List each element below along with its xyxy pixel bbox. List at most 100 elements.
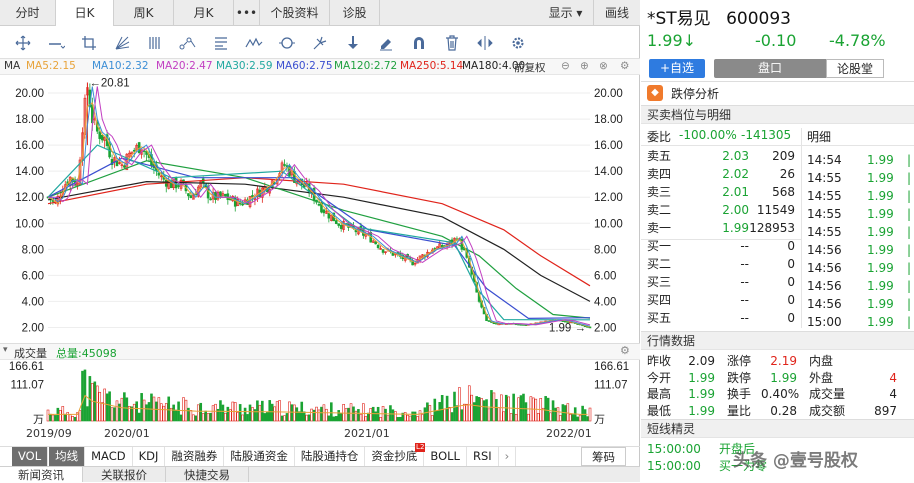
volume-bar — [482, 400, 486, 422]
tab-related-quotes[interactable]: 关联报价 — [83, 467, 166, 482]
bars-tool-icon[interactable] — [138, 29, 171, 57]
trash-icon[interactable] — [435, 29, 468, 57]
weibi-row: 委比 -100.00% -141305 明细 — [641, 126, 914, 328]
indicator-vol[interactable]: VOL — [12, 446, 49, 466]
tab-more[interactable]: ••• — [234, 0, 260, 26]
volume-bar — [68, 414, 72, 422]
high-annotation: ←20.81 — [89, 77, 129, 89]
volume-bar — [105, 393, 109, 422]
draw-line-button[interactable]: 画线 — [604, 6, 629, 20]
indicator-bottom-fishing[interactable]: 资金抄底 L2 — [365, 442, 426, 466]
indicator-ma[interactable]: 均线 — [49, 446, 86, 466]
candle-body — [103, 137, 106, 141]
pattern-tool-icon[interactable] — [171, 29, 204, 57]
crop-tool-icon[interactable] — [72, 29, 105, 57]
candle-body — [339, 224, 343, 229]
cycle-tool-icon[interactable] — [270, 29, 303, 57]
candle-body — [280, 162, 284, 173]
tab-diagnose[interactable]: 诊股 — [330, 0, 380, 26]
volume-bar — [211, 405, 215, 422]
volume-bar — [522, 393, 525, 422]
volume-bar — [81, 370, 84, 422]
indicator-rsi[interactable]: RSI — [467, 446, 499, 466]
indicator-hk-hold[interactable]: 陆股通持仓 — [295, 446, 366, 466]
fan-tool-icon[interactable] — [105, 29, 138, 57]
volume-bar — [502, 411, 506, 422]
limit-analysis-icon: ◆ — [647, 85, 663, 101]
orderbook-label: 卖四 — [647, 167, 672, 181]
detail-volume-bar: | — [907, 261, 912, 275]
detail-row: 14:55 1.99 | — [641, 205, 914, 223]
volume-bar — [364, 416, 368, 422]
volume-bar — [490, 390, 493, 422]
volume-bar — [128, 406, 131, 422]
settings-icon[interactable] — [501, 29, 534, 57]
volume-bar — [150, 393, 153, 422]
ask-row: 卖三 2.01 568 — [641, 183, 914, 201]
volume-bar — [362, 403, 365, 422]
volume-bar — [273, 406, 276, 422]
indicator-kdj[interactable]: KDJ — [133, 446, 166, 466]
text-tool-icon[interactable] — [204, 29, 237, 57]
display-dropdown[interactable]: 显示 ▾ — [538, 0, 594, 26]
volume-bar — [46, 409, 50, 422]
tab-profile[interactable]: 个股资料 — [260, 0, 330, 26]
plus-circle-icon[interactable]: ⊕ — [580, 60, 589, 72]
tab-forum[interactable]: 论股堂 — [826, 59, 884, 78]
low-annotation: 1.99 → — [549, 323, 586, 335]
volume-bar — [110, 407, 114, 422]
volume-bar — [487, 408, 491, 422]
tab-daily-k[interactable]: 日K — [56, 0, 114, 26]
kline-chart[interactable]: 20.00 20.00 18.00 18.00 16.00 16.00 14.00 14.00… — [0, 76, 640, 342]
minus-circle-icon[interactable]: ⊖ — [561, 60, 570, 72]
volume-bar — [169, 407, 173, 422]
volume-gear-icon[interactable]: ⚙ — [620, 344, 630, 357]
chips-button[interactable]: 筹码 — [581, 446, 626, 466]
split-view-icon[interactable] — [468, 29, 501, 57]
detail-volume-bar: | — [907, 243, 912, 257]
chevron-right-icon[interactable]: › — [499, 446, 517, 466]
move-crosshair-icon[interactable] — [6, 29, 39, 57]
tab-timeshare[interactable]: 分时 — [0, 0, 56, 26]
tab-weekly-k[interactable]: 周K — [114, 0, 174, 26]
bid-row: 买三 -- 0 — [641, 273, 914, 291]
volume-bar — [406, 414, 409, 422]
volume-bar — [431, 415, 434, 422]
volume-bar — [549, 412, 552, 422]
eraser-icon[interactable] — [369, 29, 402, 57]
volume-bar — [91, 383, 94, 422]
wave-tool-icon[interactable] — [237, 29, 270, 57]
volume-bar — [59, 410, 62, 422]
volume-chart[interactable]: 166.61 166.61 111.07 111.07 万 万 — [0, 361, 640, 424]
indicator-margin[interactable]: 融资融券 — [165, 446, 225, 466]
volume-bar — [332, 416, 336, 422]
adjust-label[interactable]: 前复权 — [514, 62, 546, 74]
line-tool-icon[interactable] — [39, 29, 72, 57]
volume-bar — [485, 399, 488, 422]
tab-news[interactable]: 新闻资讯 — [0, 467, 83, 482]
collapse-triangle-icon[interactable]: ▾ — [3, 345, 8, 355]
pitchfork-tool-icon[interactable] — [303, 29, 336, 57]
price-tick-right: 12.00 — [594, 192, 623, 204]
limit-analysis-row[interactable]: ◆ 跌停分析 — [641, 81, 914, 103]
detail-row: 15:00 1.99 | — [641, 313, 914, 331]
volume-bar — [470, 394, 474, 422]
price-tick-right: 16.00 — [594, 140, 623, 152]
indicator-macd[interactable]: MACD — [85, 446, 133, 466]
market-key: 最低 — [647, 403, 672, 418]
arrow-down-tool-icon[interactable] — [336, 29, 369, 57]
tab-pankou[interactable]: 盘口 — [714, 59, 826, 78]
indicator-hk-flow[interactable]: 陆股通资金 — [224, 446, 295, 466]
magnet-icon[interactable] — [402, 29, 435, 57]
time-tick: 2022/01 — [546, 427, 592, 440]
indicator-boll[interactable]: BOLL — [424, 446, 467, 466]
volume-bar — [556, 407, 560, 422]
gear-icon[interactable]: ⚙ — [620, 60, 630, 72]
tab-quick-trade[interactable]: 快捷交易 — [166, 467, 249, 482]
close-circle-icon[interactable]: ⊗ — [599, 60, 608, 72]
tab-monthly-k[interactable]: 月K — [174, 0, 234, 26]
add-watchlist-button[interactable]: +自选 — [649, 59, 705, 78]
price-tick-left: 6.00 — [22, 270, 44, 282]
candle-body — [130, 151, 134, 155]
volume-bar — [403, 412, 407, 422]
